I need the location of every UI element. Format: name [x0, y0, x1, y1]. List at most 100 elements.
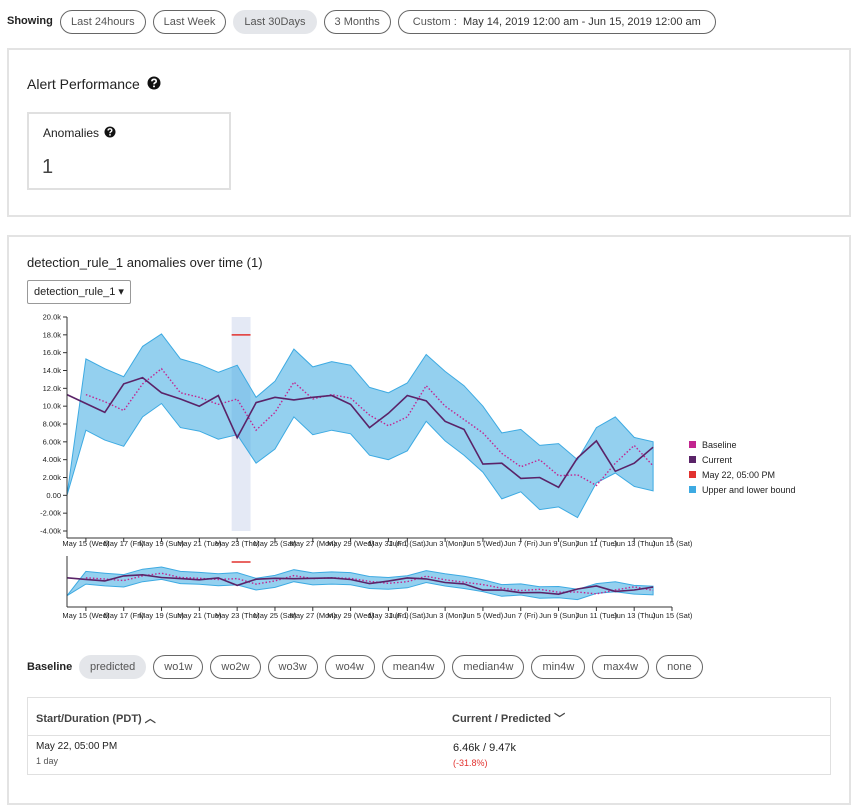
- legend-label: Current: [702, 455, 733, 465]
- range-button[interactable]: 3 Months: [323, 10, 391, 34]
- y-tick-label: 4.00k: [43, 455, 62, 464]
- mini-x-tick-label: Jun 3 (Mon): [425, 611, 466, 620]
- custom-label: Custom :: [412, 16, 457, 28]
- baseline-line: [85, 367, 654, 487]
- baseline-button[interactable]: predicted: [79, 655, 147, 679]
- mini-x-tick-label: May 21 (Tue): [177, 611, 222, 620]
- mini-x-tick-label: May 25 (Sat): [254, 611, 297, 620]
- mini-x-tick-label: Jun 15 (Sat): [652, 611, 693, 620]
- baseline-button[interactable]: wo3w: [267, 655, 318, 679]
- mini-x-tick-label: May 19 (Sun): [139, 611, 185, 620]
- x-tick-label: Jun 1 (Sat): [389, 539, 426, 548]
- mini-x-tick-label: Jun 7 (Fri): [504, 611, 539, 620]
- y-tick-label: 10.0k: [43, 402, 62, 411]
- baseline-button[interactable]: wo1w: [153, 655, 204, 679]
- y-tick-label: 6.00k: [43, 437, 62, 446]
- chart: May 15 (Wed)May 17 (Fri)May 19 (Sun)May …: [40, 313, 796, 621]
- y-tick-label: 0.00: [46, 491, 61, 500]
- baseline-button[interactable]: wo2w: [210, 655, 261, 679]
- y-tick-label: -4.00k: [40, 527, 61, 536]
- range-button[interactable]: Last Week: [152, 10, 227, 34]
- custom-range: May 14, 2019 12:00 am - Jun 15, 2019 12:…: [462, 16, 701, 28]
- mini-x-tick-label: May 23 (Thu): [215, 611, 260, 620]
- range-button[interactable]: Last 24hours: [60, 10, 146, 34]
- anomalies-card: Anomalies 1: [27, 112, 231, 190]
- range-buttons: Last 24hours Last Week Last 30Days 3 Months…: [60, 10, 723, 34]
- x-tick-label: Jun 9 (Sun): [539, 539, 578, 548]
- x-tick-label: Jun 5 (Wed): [463, 539, 504, 548]
- row-values: 6.46k / 9.47k: [453, 742, 516, 754]
- x-tick-label: May 27 (Mon): [290, 539, 337, 548]
- showing-label: Showing: [7, 15, 53, 27]
- mini-x-tick-label: Jun 5 (Wed): [463, 611, 504, 620]
- alert-performance-panel: Alert Performance Anomalies 1: [7, 48, 851, 217]
- range-button[interactable]: Last 30Days: [233, 10, 317, 34]
- x-tick-label: Jun 15 (Sat): [652, 539, 693, 548]
- x-tick-label: May 31 (Fri): [368, 539, 409, 548]
- mini-x-tick-label: May 15 (Wed): [62, 611, 109, 620]
- select-text: detection_rule_1: [34, 286, 116, 298]
- y-tick-label: 18.0k: [43, 330, 62, 339]
- y-tick-label: 2.00k: [43, 473, 62, 482]
- y-tick-label: -2.00k: [40, 509, 61, 518]
- baseline-buttons: predicted wo1w wo2w wo3w wo4w mean4w median4w m…: [79, 655, 710, 679]
- table-header: Start/Duration (PDT) ︿ Current / Predict…: [28, 698, 830, 736]
- legend-swatch: [689, 471, 696, 478]
- panel-title: Alert Performance: [27, 76, 161, 92]
- baseline-button[interactable]: max4w: [592, 655, 650, 679]
- help-icon[interactable]: [147, 76, 161, 90]
- row-start: May 22, 05:00 PM: [36, 741, 118, 752]
- row-change: (-31.8%): [453, 758, 488, 768]
- mini-x-tick-label: Jun 13 (Thu): [613, 611, 656, 620]
- baseline-button[interactable]: none: [656, 655, 703, 679]
- anomaly-table: Start/Duration (PDT) ︿ Current / Predict…: [27, 697, 831, 775]
- y-tick-label: 16.0k: [43, 348, 62, 357]
- rule-select[interactable]: detection_rule_1 ▾: [27, 280, 131, 304]
- legend-swatch: [689, 486, 696, 493]
- mini-x-tick-label: Jun 11 (Tue): [576, 611, 618, 620]
- header-cell[interactable]: Start/Duration (PDT) ︿: [36, 713, 156, 725]
- mini-x-tick-label: Jun 1 (Sat): [389, 611, 426, 620]
- legend-swatch: [689, 456, 696, 463]
- legend-label: Baseline: [702, 440, 737, 450]
- header-cell[interactable]: Current / Predicted ﹀: [452, 713, 566, 725]
- custom-range-button[interactable]: Custom : May 14, 2019 12:00 am - Jun 15,…: [397, 10, 716, 34]
- row-duration: 1 day: [36, 756, 59, 766]
- x-tick-label: May 21 (Tue): [177, 539, 222, 548]
- baseline-button[interactable]: min4w: [531, 655, 586, 679]
- x-tick-label: May 17 (Fri): [104, 539, 145, 548]
- y-tick-label: 20.0k: [43, 313, 62, 322]
- x-tick-label: Jun 3 (Mon): [425, 539, 466, 548]
- baseline-button[interactable]: wo4w: [324, 655, 375, 679]
- y-tick-label: 8.00k: [43, 420, 62, 429]
- mini-x-tick-label: May 27 (Mon): [290, 611, 337, 620]
- x-tick-label: Jun 7 (Fri): [504, 539, 539, 548]
- mini-x-tick-label: May 31 (Fri): [368, 611, 409, 620]
- legend-label: May 22, 05:00 PM: [702, 470, 775, 480]
- card-label-text: Anomalies: [43, 126, 100, 140]
- current-line: [66, 376, 654, 489]
- x-tick-label: May 19 (Sun): [139, 539, 185, 548]
- card-label: Anomalies: [43, 126, 116, 140]
- x-tick-label: May 25 (Sat): [254, 539, 297, 548]
- mini-current-line: [66, 573, 654, 596]
- legend-swatch: [689, 441, 696, 448]
- x-tick-label: May 15 (Wed): [62, 539, 109, 548]
- x-tick-label: Jun 13 (Thu): [613, 539, 656, 548]
- baseline-button[interactable]: median4w: [452, 655, 525, 679]
- bound-area: [66, 333, 654, 519]
- panel-title: detection_rule_1 anomalies over time (1): [27, 255, 263, 270]
- y-tick-label: 14.0k: [43, 366, 62, 375]
- legend-label: Upper and lower bound: [702, 485, 796, 495]
- mini-bound-area: [66, 566, 654, 601]
- y-tick-label: 12.0k: [43, 384, 62, 393]
- baseline-button[interactable]: mean4w: [381, 655, 446, 679]
- mini-x-tick-label: May 29 (Wed): [327, 611, 374, 620]
- x-tick-label: May 23 (Thu): [215, 539, 260, 548]
- x-tick-label: May 29 (Wed): [327, 539, 374, 548]
- title-text: Alert Performance: [27, 76, 140, 92]
- mini-x-tick-label: Jun 9 (Sun): [539, 611, 578, 620]
- mini-baseline-line: [85, 572, 654, 595]
- help-icon[interactable]: [104, 126, 116, 138]
